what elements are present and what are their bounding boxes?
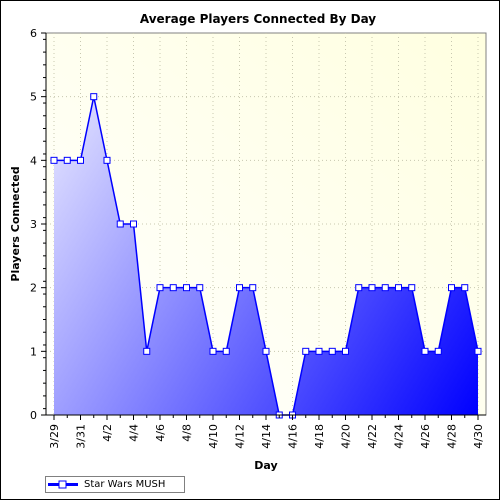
x-axis-label: Day (254, 459, 277, 472)
x-tick-label: 4/4 (128, 424, 141, 442)
data-point (236, 284, 243, 292)
chart-title: Average Players Connected By Day (140, 12, 376, 26)
data-point (222, 347, 230, 355)
data-point (156, 284, 164, 292)
legend-series-marker (48, 478, 78, 491)
x-tick-label: 4/22 (366, 424, 379, 449)
x-tick-label: 4/14 (260, 424, 273, 449)
data-point (63, 156, 71, 164)
x-tick-label: 3/31 (75, 424, 88, 449)
data-point (196, 284, 204, 292)
data-point (262, 347, 270, 355)
y-tick-label: 5 (30, 91, 37, 104)
x-tick-label: 4/12 (234, 424, 247, 449)
data-point (183, 284, 190, 292)
data-point (434, 347, 442, 355)
data-point (315, 347, 323, 355)
y-tick-label: 6 (30, 27, 37, 40)
x-tick-label: 4/24 (393, 424, 406, 449)
x-tick-label: 4/18 (313, 424, 326, 449)
x-tick-label: 4/26 (419, 424, 432, 449)
x-tick-label: 4/6 (154, 424, 167, 442)
data-point (421, 347, 429, 355)
x-tick-label: 4/30 (472, 424, 485, 449)
data-point (395, 284, 402, 292)
y-axis: 0 1 2 3 4 5 6 (30, 27, 47, 422)
data-point (90, 93, 98, 101)
y-tick-label: 0 (30, 409, 37, 422)
data-point (342, 347, 349, 355)
data-point (249, 284, 257, 292)
data-point (130, 220, 137, 228)
data-point (169, 284, 177, 292)
y-tick-label: 3 (30, 218, 37, 231)
data-point (355, 284, 363, 292)
data-point (50, 156, 58, 164)
y-tick-label: 2 (30, 282, 37, 295)
data-point (103, 156, 111, 164)
x-tick-label: 4/10 (207, 424, 220, 449)
data-point (461, 284, 469, 292)
y-tick-label: 1 (30, 345, 37, 358)
data-point (209, 347, 217, 355)
data-point (77, 156, 84, 164)
data-point (302, 347, 310, 355)
x-tick-label: 4/16 (287, 424, 300, 449)
data-markers (50, 93, 482, 419)
x-tick-label: 4/20 (340, 424, 353, 449)
legend: Star Wars MUSH (45, 476, 185, 493)
data-point (381, 284, 389, 292)
x-tick-label: 4/8 (181, 424, 194, 442)
data-point (368, 284, 376, 292)
x-tick-label: 4/28 (446, 424, 459, 449)
data-point (474, 347, 482, 355)
y-tick-label: 4 (30, 154, 37, 167)
data-point (408, 284, 416, 292)
x-tick-label: 3/29 (48, 424, 61, 449)
data-point (328, 347, 336, 355)
y-axis-label: Players Connected (9, 166, 22, 281)
area-fill (54, 96, 478, 416)
x-tick-label: 4/2 (101, 424, 114, 442)
x-axis: 3/29 3/31 4/2 4/4 4/6 4/8 4/10 4/12 4/14 4/16 4/18… (46, 414, 486, 449)
data-point (143, 347, 151, 355)
data-point (116, 220, 124, 228)
data-point (448, 284, 455, 292)
legend-series-label: Star Wars MUSH (84, 479, 166, 490)
